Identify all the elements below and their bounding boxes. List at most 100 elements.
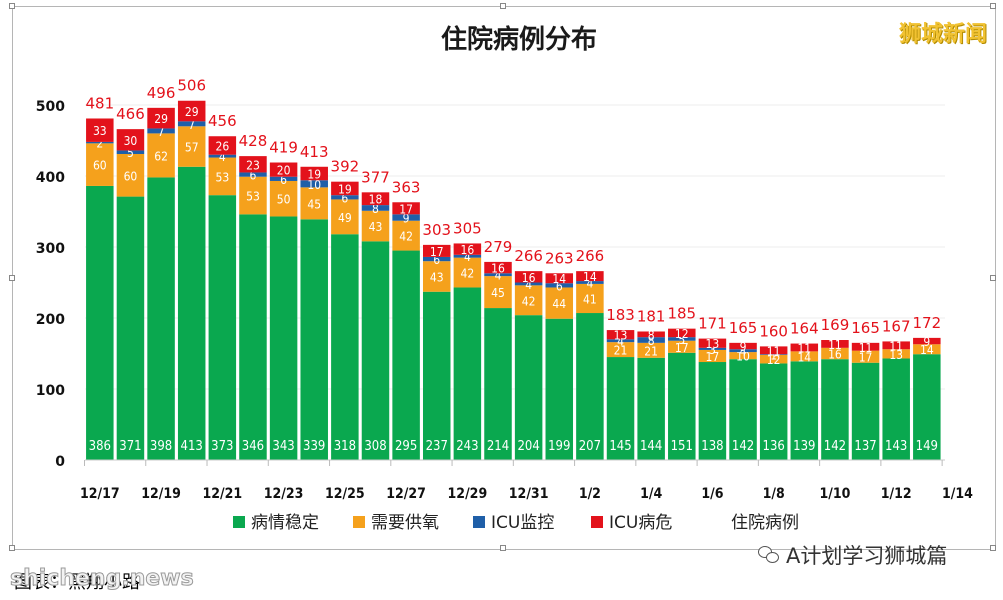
total-label: 466 [116,105,145,123]
bar-segment [331,199,359,235]
segment-label: 11 [859,341,873,355]
segment-label: 53 [215,170,229,184]
segment-label: 33 [93,124,107,138]
segment-label: 42 [461,267,475,281]
x-tick-label: 12/19 [141,486,181,502]
x-tick-label: 12/27 [386,486,426,502]
segment-label: 8 [648,328,655,342]
segment-label: 62 [154,149,168,163]
segment-label: 151 [671,439,693,454]
segment-label: 42 [522,294,536,308]
bar-segment [116,129,145,151]
resize-handle-top-right[interactable] [990,3,996,9]
x-axis-ticks: 12/17 12/19 12/21 12/23 12/25 12/27 12/29 12/31… [80,459,973,502]
bar-segment [576,283,604,314]
resize-handle-bottom-left[interactable] [9,545,15,551]
segment-label: 29 [185,105,199,119]
total-label: 167 [882,317,911,335]
segment-label: 11 [889,339,903,353]
bar-segment [392,220,420,251]
bar-segment [882,341,910,350]
segment-label: 243 [456,439,478,454]
bar-group: 398 62 729 496 [147,84,175,461]
segment-label: 204 [517,439,539,454]
segment-label: 9 [923,335,930,349]
segment-label: 16 [522,271,536,285]
segment-label: 4 [495,269,502,283]
segment-label: 9 [403,212,410,226]
bar-segment [422,256,451,262]
bar-segment [668,352,696,460]
bar-segment [300,219,328,460]
segment-label: 6 [433,253,440,267]
bar-segment [208,136,237,155]
segment-label: 45 [491,286,505,300]
bar-segment [790,351,819,362]
total-label: 165 [729,319,758,337]
bar-group: 318 49 619 392 [331,158,359,460]
bar-segment [698,347,727,350]
segment-label: 373 [211,439,233,454]
wechat-account-name: A计划学习狮城篇 [786,544,948,568]
bar-segment [851,342,880,351]
segment-label: 11 [797,341,811,355]
resize-handle-top-left[interactable] [9,3,15,9]
segment-label: 16 [461,243,475,257]
bar-segment [147,177,175,461]
bar-segment [545,273,574,284]
legend: 病情稳定 需要供氧 ICU监控 ICU病危 住院病例 [233,513,799,533]
resize-handle-right[interactable] [990,275,996,281]
resize-handle-bottom-right[interactable] [990,545,996,551]
total-label: 303 [422,221,451,239]
resize-handle-bottom[interactable] [500,545,506,551]
segment-label: 9 [740,340,747,354]
x-tick-label: 12/21 [203,486,243,502]
bar-group: 295 42 917 363 [392,178,421,460]
brand-logo: 狮城新闻 [898,22,987,47]
bar-segment [208,154,237,158]
legend-item: ICU监控 [473,513,554,533]
bar-segment [514,285,543,316]
bar-segment [361,241,390,460]
segment-label: 20 [277,164,291,178]
y-tick-label: 200 [36,312,65,328]
segment-label: 49 [338,211,352,225]
bar-segment [269,162,298,177]
bar-segment [913,354,941,460]
bar-segment [484,308,512,460]
bar-group: 346 53 623 428 [239,132,267,460]
resize-handle-top[interactable] [500,3,506,9]
segment-label: 13 [706,337,720,351]
segment-label: 3 [709,343,716,357]
segment-label: 18 [369,193,383,207]
bar-segment [790,343,819,352]
bar-segment [729,352,757,360]
bar-segment [453,287,482,460]
segment-label: 137 [854,439,876,454]
resize-handle-left[interactable] [9,275,15,281]
bar-segment [668,340,696,353]
legend-item: 住院病例 [731,513,799,533]
bar-segment [514,282,543,286]
total-label: 363 [392,178,421,196]
segment-label: 16 [491,262,505,276]
segment-label: 343 [272,439,294,454]
bar-segment [453,243,482,255]
bar-segment [790,361,819,460]
x-tick-label: 1/14 [942,486,973,502]
bar-segment [300,180,328,188]
bar-segment [851,350,880,363]
segment-label: 10 [736,350,750,364]
bar-segment [208,157,237,196]
segment-label: 4 [464,250,471,264]
total-label: 266 [576,247,605,265]
segment-label: 45 [307,197,321,211]
segment-label: 26 [215,139,229,153]
segment-label: 5 [678,333,685,347]
x-tick-label: 1/2 [579,486,601,502]
segment-label: 214 [487,439,509,454]
